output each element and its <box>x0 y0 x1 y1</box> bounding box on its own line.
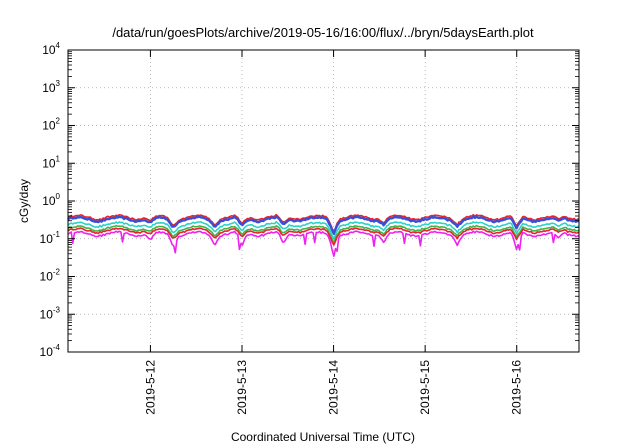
ticks-layer <box>68 49 579 353</box>
x-tick-label: 2019-5-12 <box>143 360 157 415</box>
y-tick-label: 101 <box>42 154 60 170</box>
y-tick-label: 102 <box>42 117 60 133</box>
y-tick-label: 10-3 <box>40 305 61 321</box>
series-line <box>67 221 580 240</box>
y-tick-label: 100 <box>42 192 60 208</box>
y-tick-label: 104 <box>42 41 60 57</box>
x-tick-label: 2019-5-15 <box>418 360 432 415</box>
series-line <box>67 227 580 246</box>
y-tick-label: 10-2 <box>40 268 61 284</box>
x-axis-label: Coordinated Universal Time (UTC) <box>231 430 415 444</box>
chart-title: /data/run/goesPlots/archive/2019-05-16/1… <box>112 25 534 40</box>
y-tick-label: 10-4 <box>40 343 61 359</box>
y-tick-label: 103 <box>42 79 60 95</box>
y-axis-label: cGy/day <box>17 179 31 223</box>
series-line <box>67 213 580 233</box>
x-tick-label: 2019-5-13 <box>235 360 249 415</box>
grid-layer <box>68 50 579 352</box>
x-tick-label: 2019-5-16 <box>510 360 524 415</box>
series-line <box>67 215 580 236</box>
series-layer <box>67 213 580 258</box>
y-tick-label: 10-1 <box>40 230 61 246</box>
series-line <box>67 230 580 258</box>
series-line <box>67 224 580 244</box>
labels-layer: 10-4 10-3 10-2 10-1 100 101 102 103 104 2019-5-12… <box>40 41 524 415</box>
x-tick-label: 2019-5-14 <box>327 360 341 415</box>
